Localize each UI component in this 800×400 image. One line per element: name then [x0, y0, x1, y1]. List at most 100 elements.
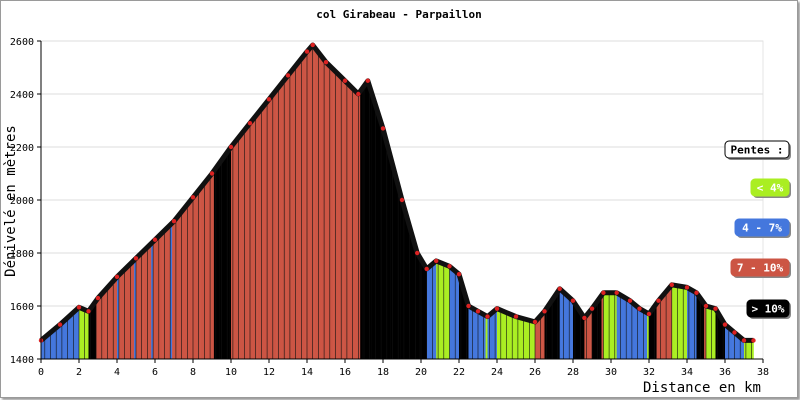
slope-stripe — [711, 307, 714, 359]
slope-stripe — [744, 340, 747, 359]
profile-point — [485, 314, 490, 319]
legend-swatch — [746, 299, 790, 318]
x-tick-label: 24 — [491, 367, 503, 378]
slope-stripe — [631, 302, 635, 359]
slope-stripe — [555, 291, 559, 359]
legend-label: 7 - 10% — [737, 262, 784, 275]
x-tick-label: 0 — [38, 367, 44, 378]
profile-point — [152, 237, 158, 242]
profile-point — [732, 330, 737, 335]
slope-stripe — [82, 308, 85, 359]
slope-stripe — [512, 315, 515, 359]
x-tick-label: 8 — [190, 367, 196, 378]
slope-stripe — [649, 311, 652, 359]
slope-stripe — [405, 213, 408, 359]
slope-stripe — [576, 306, 579, 359]
slope-stripe — [381, 122, 384, 359]
profile-point — [557, 286, 562, 291]
slope-stripe — [297, 61, 300, 359]
slope-stripe — [377, 110, 380, 359]
slope-stripe — [240, 132, 243, 359]
legend: Pentes : < 4% 4 - 7% 7 - 10% > 10% — [724, 140, 791, 319]
slope-stripe — [740, 337, 743, 359]
slope-stripe — [546, 305, 549, 359]
slope-stripe — [622, 296, 625, 359]
slope-stripe — [255, 113, 258, 359]
slope-stripe — [487, 315, 490, 359]
slope-stripe — [301, 56, 304, 360]
x-tick-label: 20 — [415, 367, 427, 378]
slope-stripe — [132, 260, 135, 359]
slope-stripe — [453, 269, 456, 359]
profile-point — [447, 264, 452, 269]
slope-stripe — [407, 219, 410, 359]
slope-stripe — [200, 185, 203, 359]
slope-stripe — [360, 88, 363, 359]
slope-stripe — [525, 319, 528, 359]
slope-stripe — [333, 69, 336, 360]
slope-stripe — [466, 299, 469, 359]
y-tick-label: 2400 — [10, 90, 34, 101]
slope-stripe — [497, 308, 500, 359]
slope-stripe — [485, 315, 488, 359]
slope-stripe — [326, 62, 329, 359]
slope-stripe — [109, 283, 112, 359]
slope-stripe — [535, 319, 538, 359]
slope-stripe — [221, 157, 224, 359]
slope-stripe — [578, 309, 581, 359]
slope-stripe — [742, 338, 745, 359]
slope-stripe — [128, 263, 131, 359]
slope-stripe — [257, 111, 260, 359]
slope-stripe — [413, 239, 416, 359]
slope-stripe — [350, 86, 353, 359]
slope-stripe — [261, 106, 264, 359]
legend-swatch — [734, 218, 790, 237]
slope-stripe — [179, 211, 182, 359]
profile-point — [285, 73, 291, 78]
y-tick-label: 2000 — [10, 196, 34, 207]
slope-stripe — [616, 292, 619, 359]
slope-stripe — [726, 326, 730, 359]
slope-stripe — [493, 310, 496, 359]
profile-point — [475, 309, 481, 314]
slope-stripe — [574, 303, 578, 359]
slope-stripe — [552, 297, 555, 359]
profile-point — [601, 290, 606, 295]
slope-stripe — [459, 274, 462, 359]
slope-stripe — [117, 274, 120, 359]
slope-stripe — [495, 308, 498, 359]
slope-stripe — [270, 94, 274, 359]
slope-stripe — [242, 130, 245, 359]
slope-stripe — [550, 300, 553, 359]
slope-stripe — [210, 173, 213, 359]
y-tick-label: 2200 — [10, 143, 34, 154]
slope-stripe — [687, 287, 690, 359]
slope-stripe — [688, 288, 692, 359]
profile-line — [39, 42, 754, 343]
legend-swatch — [730, 258, 790, 277]
profile-point — [310, 42, 315, 48]
slope-stripe — [668, 287, 671, 359]
slope-stripe — [698, 295, 701, 359]
slope-stripe — [177, 214, 180, 359]
slope-stripe — [48, 332, 51, 359]
slope-stripe — [643, 310, 646, 359]
slope-stripe — [508, 313, 511, 359]
profile-point — [694, 290, 699, 295]
slope-stripe — [474, 309, 477, 359]
slope-stripe — [445, 264, 448, 359]
slope-stripe — [358, 91, 361, 359]
slope-stripe — [276, 87, 279, 359]
profile-dots — [38, 42, 756, 343]
slope-stripe — [126, 265, 129, 359]
slope-stripe — [314, 47, 317, 359]
slope-stripe — [476, 310, 479, 359]
slope-stripe — [137, 254, 141, 359]
slope-stripe — [265, 101, 268, 359]
slope-stripe — [645, 311, 648, 359]
slope-stripe — [662, 293, 665, 359]
slope-stripe — [571, 298, 574, 359]
slope-stripe — [213, 168, 217, 359]
slope-stripe — [438, 261, 441, 359]
slope-stripe — [122, 269, 125, 359]
